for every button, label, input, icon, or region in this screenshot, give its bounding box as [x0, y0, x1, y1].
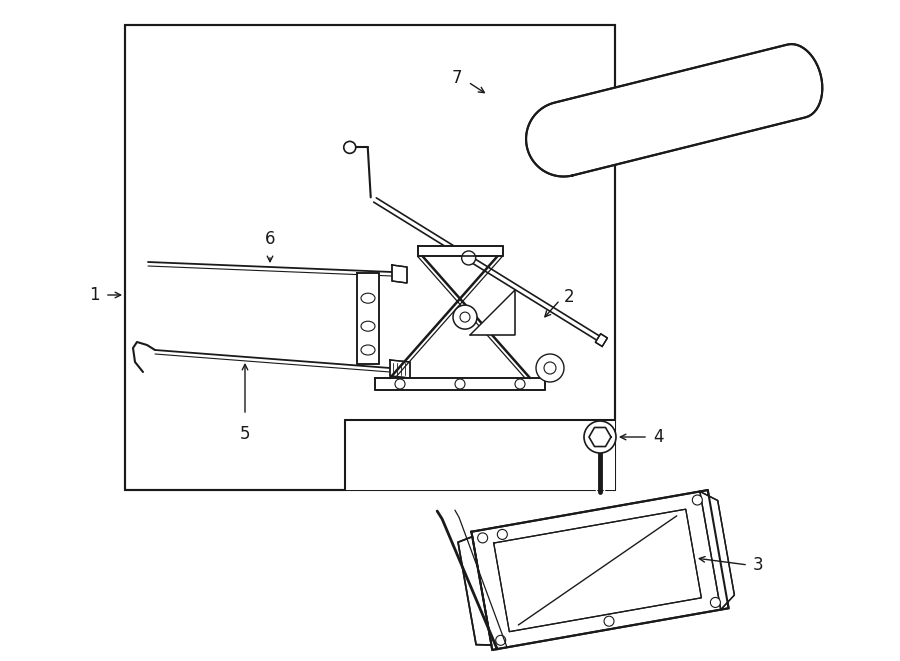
- Ellipse shape: [361, 321, 375, 331]
- Polygon shape: [418, 246, 502, 256]
- Circle shape: [742, 79, 767, 103]
- Circle shape: [395, 379, 405, 389]
- Text: 4: 4: [653, 428, 663, 446]
- Polygon shape: [357, 273, 379, 364]
- Circle shape: [692, 495, 702, 505]
- Text: 7: 7: [452, 69, 462, 87]
- Polygon shape: [470, 290, 515, 335]
- Polygon shape: [392, 265, 407, 283]
- Polygon shape: [700, 492, 734, 609]
- Circle shape: [455, 379, 465, 389]
- Circle shape: [536, 354, 564, 382]
- Polygon shape: [375, 378, 545, 390]
- Polygon shape: [596, 334, 608, 346]
- Polygon shape: [526, 44, 823, 176]
- Bar: [125, 25, 615, 490]
- Circle shape: [453, 305, 477, 329]
- Circle shape: [496, 635, 506, 645]
- Circle shape: [767, 100, 779, 112]
- Text: 1: 1: [89, 286, 100, 304]
- Polygon shape: [458, 537, 491, 645]
- Circle shape: [344, 141, 356, 153]
- Text: 5: 5: [239, 425, 250, 443]
- Circle shape: [498, 529, 508, 539]
- Circle shape: [478, 533, 488, 543]
- Text: 6: 6: [265, 230, 275, 248]
- Polygon shape: [494, 509, 701, 632]
- Text: 2: 2: [564, 288, 574, 306]
- Text: 3: 3: [753, 556, 763, 574]
- Circle shape: [710, 598, 720, 607]
- Circle shape: [584, 421, 616, 453]
- Bar: [345, 420, 615, 490]
- Polygon shape: [472, 490, 729, 650]
- Circle shape: [460, 312, 470, 322]
- Circle shape: [544, 362, 556, 374]
- Polygon shape: [390, 360, 410, 378]
- Circle shape: [604, 616, 614, 626]
- Ellipse shape: [361, 293, 375, 303]
- Circle shape: [462, 251, 476, 265]
- Ellipse shape: [361, 345, 375, 355]
- Circle shape: [515, 379, 525, 389]
